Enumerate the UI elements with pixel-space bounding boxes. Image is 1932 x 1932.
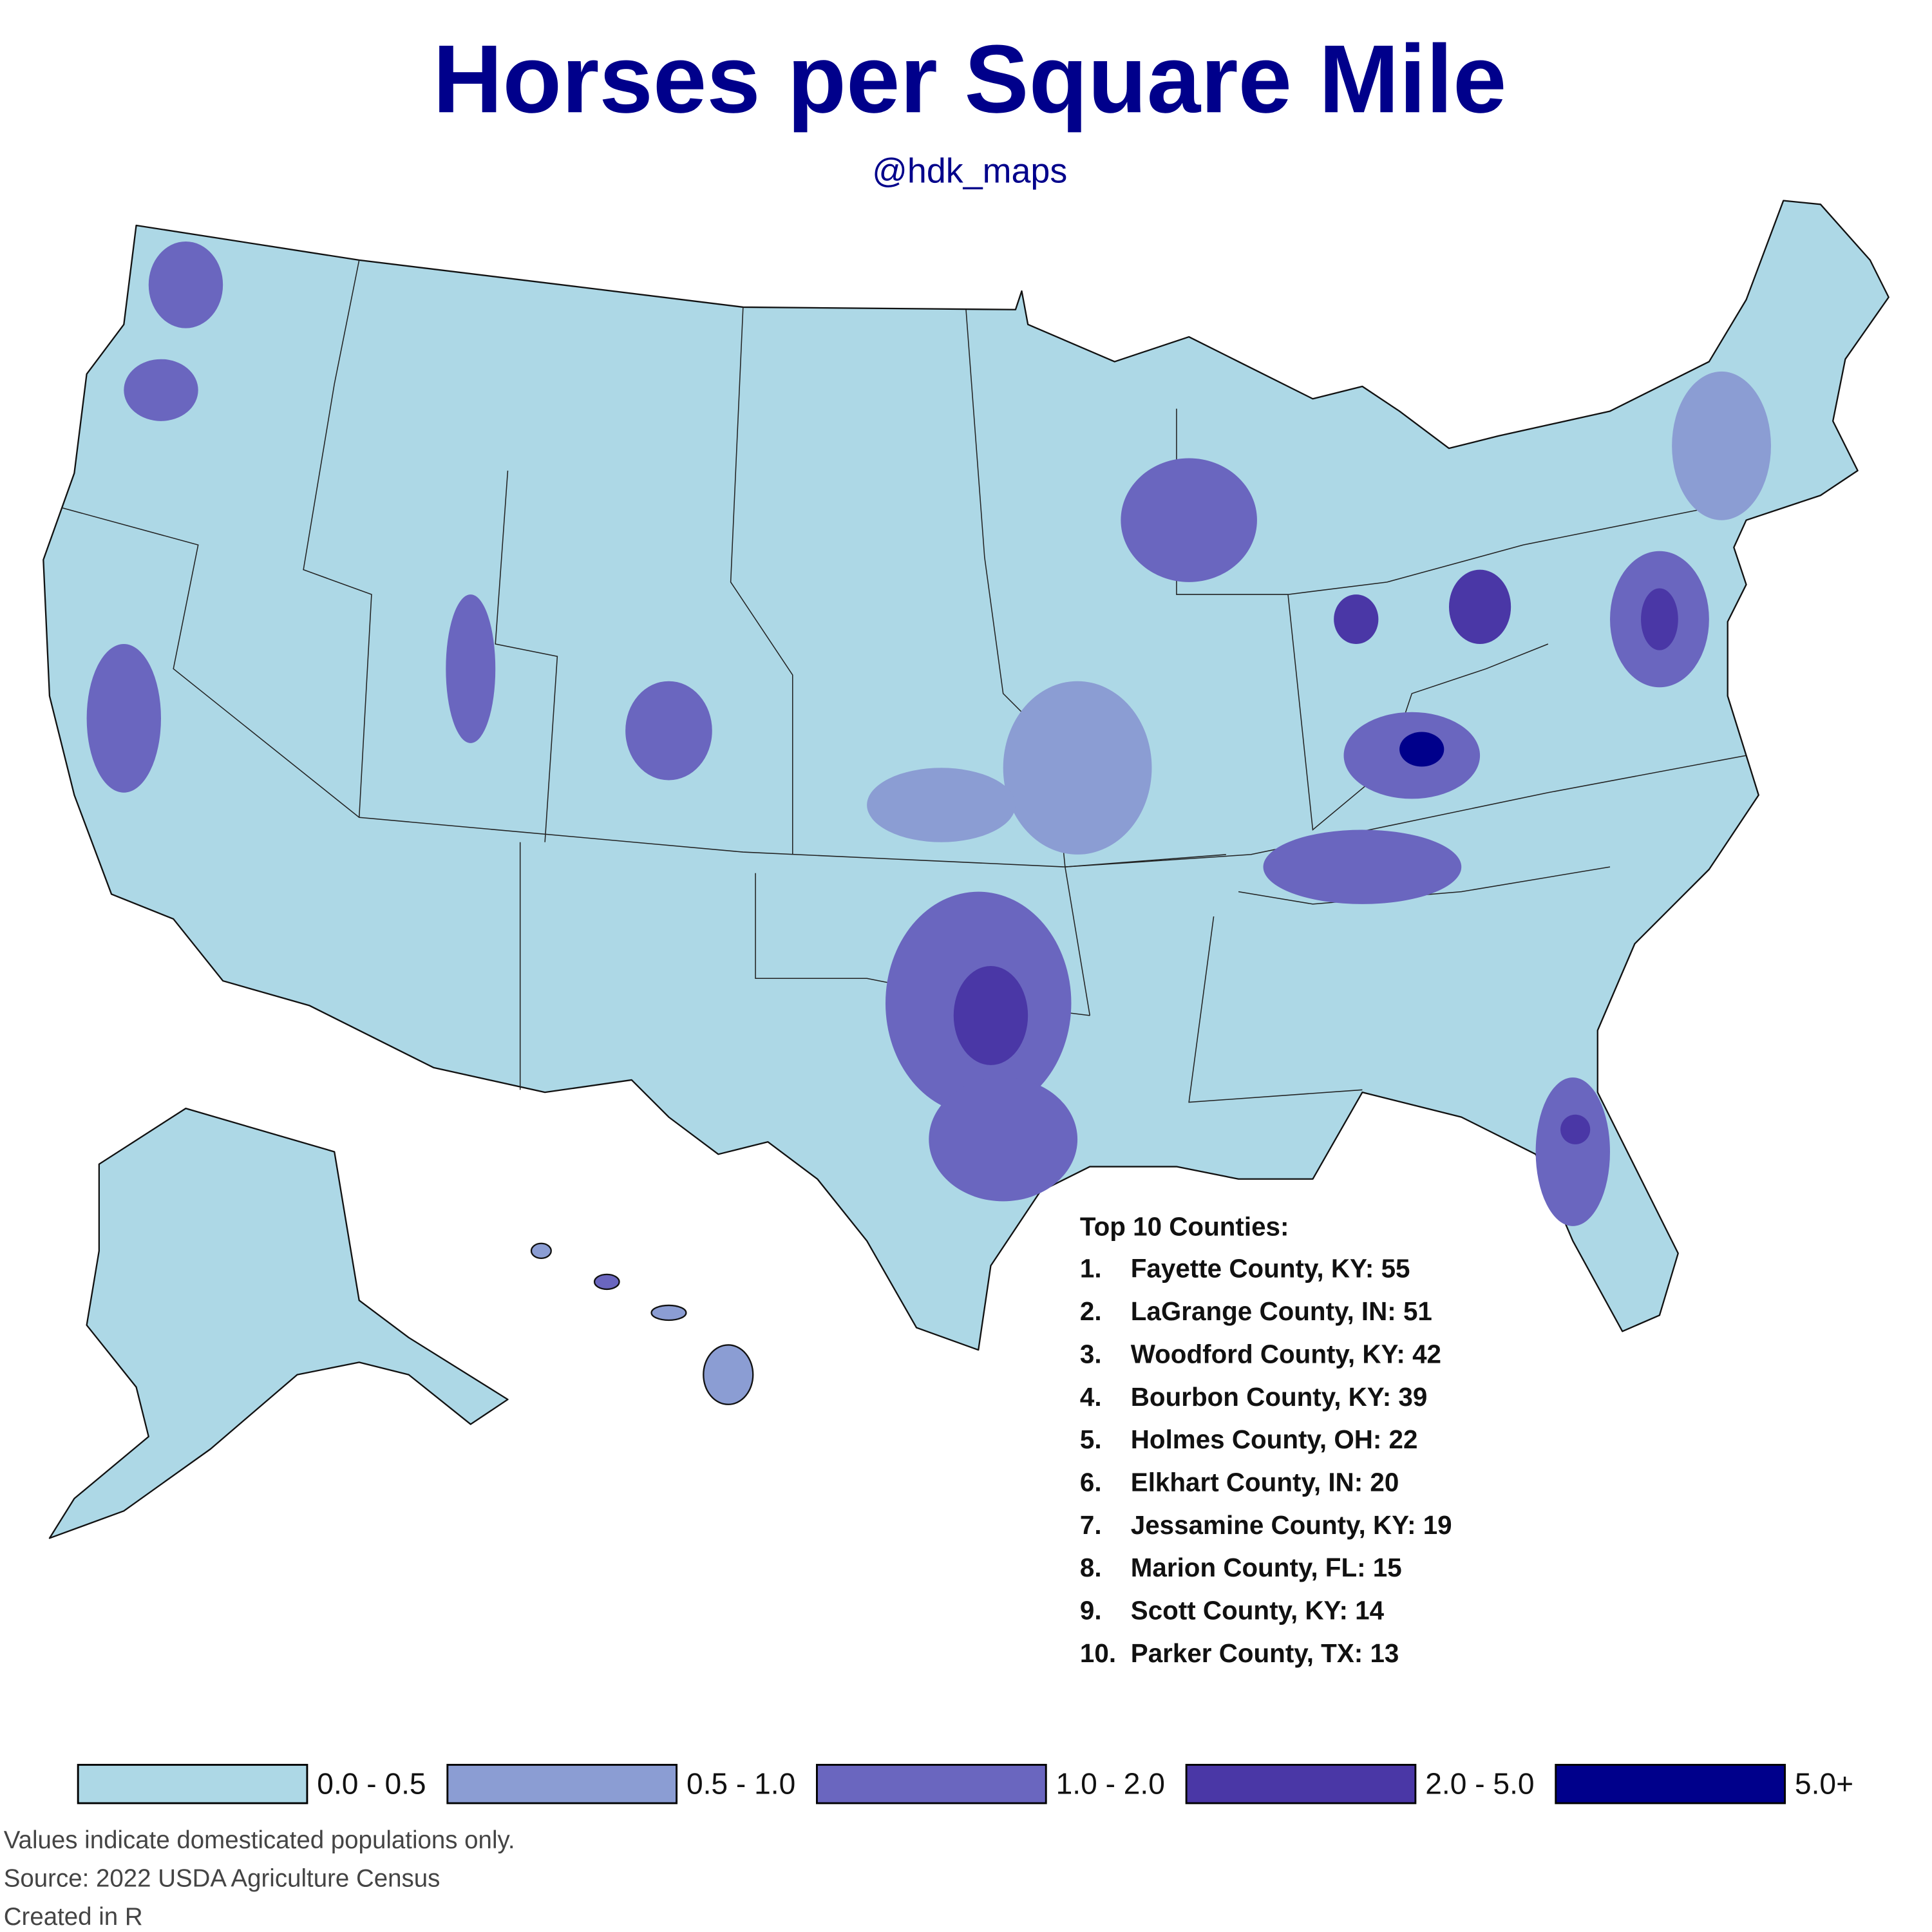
rank: 5.	[1080, 1425, 1102, 1454]
density-area	[1399, 732, 1444, 767]
county-entry: Woodford County, KY: 42	[1131, 1339, 1441, 1368]
hawaii-island	[703, 1344, 754, 1405]
county-entry: Fayette County, KY: 55	[1131, 1254, 1410, 1283]
rank: 6.	[1080, 1467, 1102, 1497]
rank: 3.	[1080, 1339, 1102, 1368]
legend-label: 1.0 - 2.0	[1056, 1766, 1165, 1800]
county-entry: Marion County, FL: 15	[1131, 1553, 1402, 1582]
rank: 7.	[1080, 1510, 1102, 1540]
rank: 8.	[1080, 1553, 1102, 1582]
title: Horses per Square Mile	[433, 24, 1506, 133]
map	[43, 200, 1889, 1539]
density-area	[1121, 458, 1257, 582]
top-counties: Top 10 Counties: 1. Fayette County, KY: 5…	[1080, 1211, 1452, 1668]
legend-swatch	[446, 1763, 678, 1804]
legend-swatch	[1185, 1763, 1417, 1804]
county-entry: Elkhart County, IN: 20	[1131, 1467, 1399, 1497]
density-area	[124, 359, 198, 421]
footer-note: Created in R	[4, 1903, 143, 1931]
density-area	[867, 768, 1016, 842]
density-area	[1672, 371, 1771, 520]
rank: 2.	[1080, 1296, 1102, 1326]
density-area	[929, 1077, 1078, 1202]
footer-note: Values indicate domesticated populations…	[4, 1826, 515, 1854]
subtitle: @hdk_maps	[872, 151, 1067, 190]
legend: 0.0 - 0.5 0.5 - 1.0 1.0 - 2.0 2.0 - 5.0 5.0+	[77, 1763, 1853, 1804]
legend-label: 0.5 - 1.0	[687, 1766, 795, 1800]
county-entry: Holmes County, OH: 22	[1131, 1425, 1418, 1454]
hawaii-island	[530, 1242, 552, 1259]
legend-label: 2.0 - 5.0	[1425, 1766, 1534, 1800]
density-shading	[86, 242, 1771, 1226]
legend-label: 5.0+	[1795, 1766, 1853, 1800]
legend-label: 0.0 - 0.5	[317, 1766, 426, 1800]
hawaii-island	[593, 1273, 620, 1291]
rank: 9.	[1080, 1596, 1102, 1625]
top-heading: Top 10 Counties:	[1080, 1211, 1289, 1241]
rank: 10.	[1080, 1638, 1116, 1668]
hawaii-island	[650, 1304, 687, 1321]
density-area	[86, 644, 161, 793]
density-area	[446, 594, 496, 743]
density-area	[1641, 588, 1678, 650]
county-entry: LaGrange County, IN: 51	[1131, 1296, 1432, 1326]
county-entry: Parker County, TX: 13	[1131, 1638, 1399, 1668]
density-area	[953, 966, 1028, 1065]
density-area	[625, 681, 712, 781]
legend-swatch	[1555, 1763, 1786, 1804]
density-area	[1263, 829, 1462, 904]
county-entry: Bourbon County, KY: 39	[1131, 1382, 1428, 1412]
legend-swatch	[816, 1763, 1047, 1804]
density-area	[1334, 594, 1379, 644]
rank: 4.	[1080, 1382, 1102, 1412]
density-area	[1449, 569, 1511, 644]
density-area	[1535, 1077, 1610, 1226]
footer-note: Source: 2022 USDA Agriculture Census	[4, 1864, 440, 1892]
density-area	[1560, 1114, 1591, 1144]
alaska	[48, 1108, 509, 1539]
county-entry: Scott County, KY: 14	[1131, 1596, 1385, 1625]
footer: Values indicate domesticated populations…	[4, 1826, 515, 1931]
rank: 1.	[1080, 1254, 1102, 1283]
density-area	[148, 242, 223, 328]
county-entry: Jessamine County, KY: 19	[1131, 1510, 1452, 1540]
legend-swatch	[77, 1763, 308, 1804]
density-area	[1003, 681, 1152, 855]
